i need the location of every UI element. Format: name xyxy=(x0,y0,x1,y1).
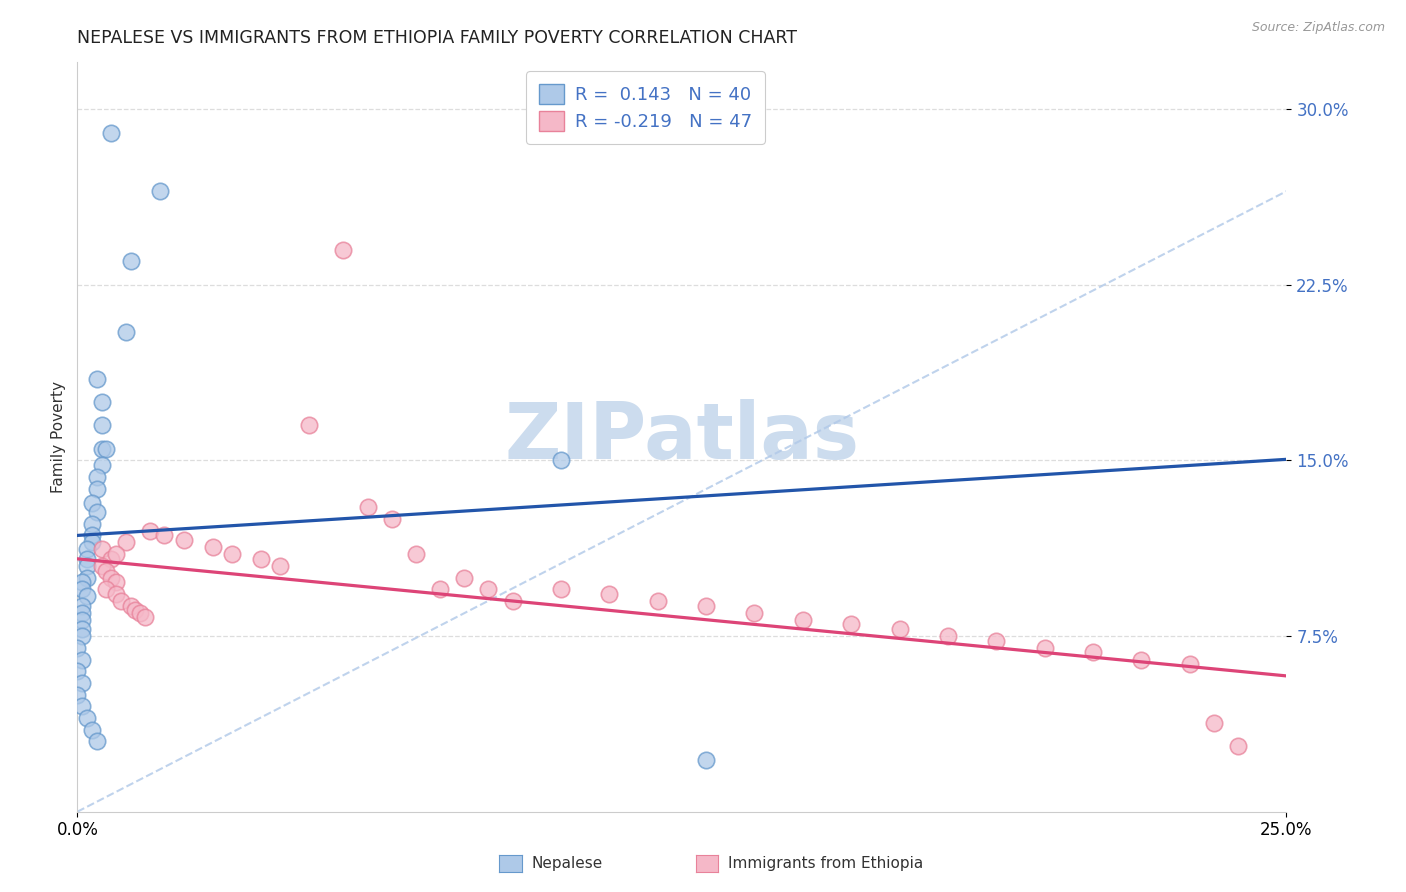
Point xyxy=(70,599,93,613)
Point xyxy=(744,606,766,620)
Point xyxy=(695,753,717,767)
Text: Source: ZipAtlas.com: Source: ZipAtlas.com xyxy=(1251,21,1385,34)
Point xyxy=(250,551,273,566)
Point xyxy=(96,442,118,456)
Point xyxy=(80,516,103,531)
Y-axis label: Family Poverty: Family Poverty xyxy=(51,381,66,493)
Legend: R =  0.143   N = 40, R = -0.219   N = 47: R = 0.143 N = 40, R = -0.219 N = 47 xyxy=(526,71,765,144)
Point xyxy=(76,551,98,566)
Point xyxy=(134,610,156,624)
Point xyxy=(90,542,112,557)
Point xyxy=(105,547,128,561)
Text: Nepalese: Nepalese xyxy=(531,856,603,871)
Point xyxy=(114,535,136,549)
Point xyxy=(1081,646,1104,660)
Point xyxy=(86,482,108,496)
Point xyxy=(70,613,93,627)
Point xyxy=(110,594,132,608)
Point xyxy=(100,126,122,140)
Point xyxy=(936,629,959,643)
Point xyxy=(129,606,152,620)
Point xyxy=(86,470,108,484)
Point xyxy=(550,453,572,467)
Point xyxy=(66,688,89,702)
Point xyxy=(1178,657,1201,672)
Point xyxy=(1130,652,1153,666)
Point xyxy=(429,582,451,597)
Point xyxy=(356,500,378,515)
Point xyxy=(105,587,128,601)
Point xyxy=(80,528,103,542)
Point xyxy=(453,571,475,585)
Point xyxy=(80,495,103,509)
Point xyxy=(90,558,112,573)
Point xyxy=(1227,739,1250,753)
Point xyxy=(839,617,862,632)
Point xyxy=(76,571,98,585)
Point xyxy=(70,699,93,714)
Point xyxy=(405,547,427,561)
Point xyxy=(70,575,93,590)
Point xyxy=(986,633,1008,648)
Point xyxy=(889,622,911,636)
Point xyxy=(96,582,118,597)
Point xyxy=(221,547,243,561)
Point xyxy=(647,594,669,608)
Point xyxy=(70,652,93,666)
Point xyxy=(70,629,93,643)
Point xyxy=(86,371,108,385)
Point xyxy=(550,582,572,597)
Point xyxy=(148,184,170,198)
Point xyxy=(70,582,93,597)
Text: NEPALESE VS IMMIGRANTS FROM ETHIOPIA FAMILY POVERTY CORRELATION CHART: NEPALESE VS IMMIGRANTS FROM ETHIOPIA FAM… xyxy=(77,29,797,47)
Point xyxy=(86,505,108,519)
Point xyxy=(598,587,620,601)
Point xyxy=(502,594,524,608)
Point xyxy=(66,664,89,679)
Point xyxy=(70,606,93,620)
Point xyxy=(66,640,89,655)
Point xyxy=(80,535,103,549)
Point xyxy=(201,540,224,554)
Point xyxy=(1033,640,1056,655)
Text: ZIPatlas: ZIPatlas xyxy=(505,399,859,475)
Point xyxy=(100,551,122,566)
Text: Immigrants from Ethiopia: Immigrants from Ethiopia xyxy=(728,856,924,871)
Point xyxy=(120,254,142,268)
Point xyxy=(76,590,98,604)
Point xyxy=(139,524,162,538)
Point xyxy=(100,571,122,585)
Point xyxy=(76,558,98,573)
Point xyxy=(90,442,112,456)
Point xyxy=(124,603,146,617)
Point xyxy=(86,734,108,748)
Point xyxy=(90,458,112,473)
Point xyxy=(105,575,128,590)
Point xyxy=(120,599,142,613)
Point xyxy=(114,325,136,339)
Point xyxy=(477,582,499,597)
Point xyxy=(298,418,321,433)
Point xyxy=(70,676,93,690)
Point xyxy=(70,622,93,636)
Point xyxy=(90,418,112,433)
Point xyxy=(80,723,103,737)
Point xyxy=(332,243,354,257)
Point xyxy=(269,558,291,573)
Point xyxy=(381,512,404,526)
Point xyxy=(1202,715,1225,730)
Point xyxy=(90,395,112,409)
Point xyxy=(76,711,98,725)
Point xyxy=(96,564,118,578)
Point xyxy=(153,528,176,542)
Point xyxy=(173,533,195,547)
Point xyxy=(695,599,717,613)
Point xyxy=(76,542,98,557)
Point xyxy=(792,613,814,627)
